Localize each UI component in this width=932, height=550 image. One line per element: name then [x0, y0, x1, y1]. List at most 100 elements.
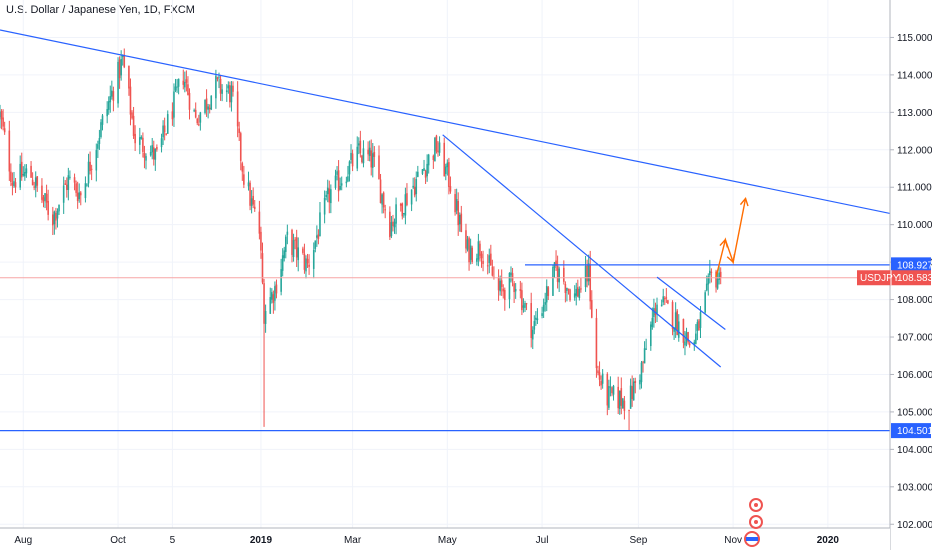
candle-body: [392, 221, 394, 226]
candle-body: [284, 236, 287, 252]
candle-body: [210, 95, 213, 110]
candle-body: [642, 361, 644, 363]
candle-body: [519, 289, 522, 291]
candle-body: [665, 297, 668, 299]
candle-body: [171, 111, 174, 120]
candle-body: [362, 148, 365, 164]
candle-body: [350, 152, 352, 160]
candle-body: [47, 200, 49, 215]
time-tick-label: 2019: [250, 535, 273, 546]
candle-body: [709, 270, 711, 276]
candle-body: [208, 107, 211, 110]
candle-body: [340, 183, 343, 186]
candle-body: [111, 90, 113, 97]
candle-body: [684, 341, 686, 346]
candle-body: [673, 327, 675, 332]
level-price-value: 104.501: [897, 426, 932, 437]
candle-body: [421, 169, 424, 174]
candle-body: [351, 153, 354, 167]
candle-body: [695, 333, 697, 344]
candle-body: [693, 341, 696, 346]
candle-body: [455, 199, 458, 211]
events-icon[interactable]: [744, 498, 763, 547]
candle-body: [573, 293, 576, 298]
candle-body: [710, 271, 713, 273]
candle-body: [707, 276, 710, 285]
candle-body: [253, 206, 256, 210]
candle-body: [67, 175, 70, 190]
candle-body: [280, 269, 282, 292]
candle-body: [302, 248, 304, 253]
candle-body: [261, 253, 264, 283]
candle-body: [162, 125, 164, 138]
candle-body: [225, 90, 228, 93]
candle-body: [34, 177, 37, 188]
candle-body: [3, 128, 6, 133]
time-axis[interactable]: Aug Oct 5 2019 Mar May Jul Sep Nov 2020: [0, 527, 890, 550]
candle-body: [229, 85, 231, 103]
trendline: [656, 276, 726, 331]
candle-body: [531, 329, 534, 340]
candle-body: [198, 124, 200, 126]
time-tick-label: Sep: [629, 535, 647, 546]
candle-body: [446, 162, 449, 168]
candle-body: [696, 322, 699, 331]
candle-body: [260, 231, 262, 251]
candle-body: [643, 348, 646, 364]
candle-body: [544, 302, 546, 305]
candle-body: [58, 204, 60, 212]
price-tick-label: 107.000: [897, 333, 932, 344]
candle-body: [458, 215, 461, 225]
price-tick-label: 105.000: [897, 407, 932, 418]
candle-body: [337, 170, 340, 192]
candle-body: [44, 193, 46, 201]
candle-body: [348, 161, 351, 175]
candle-body: [90, 168, 93, 170]
candle-body: [173, 91, 175, 118]
candle-body: [628, 409, 630, 411]
candle-body: [131, 112, 133, 119]
candle-body: [73, 177, 76, 183]
candle-body: [687, 332, 689, 343]
candle-body: [533, 321, 536, 330]
candle-body: [272, 294, 275, 303]
candle-body: [227, 85, 230, 89]
candles: [0, 48, 722, 431]
candle-body: [622, 398, 624, 409]
candle-body: [361, 155, 363, 163]
candle-body: [510, 272, 512, 276]
candle-body: [19, 163, 21, 188]
candle-body: [165, 133, 167, 135]
candle-body: [336, 171, 338, 175]
time-axis-bg: [0, 528, 890, 550]
candle-body: [393, 221, 396, 228]
candle-body: [205, 98, 208, 110]
time-tick-label: Jul: [536, 535, 549, 546]
candle-body: [238, 128, 240, 133]
candle-body: [406, 193, 408, 205]
candle-body: [41, 185, 43, 200]
candle-body: [163, 125, 166, 133]
candle-body: [645, 348, 647, 350]
time-tick-label: 5: [170, 535, 176, 546]
candle-body: [132, 115, 135, 136]
candle-body: [382, 192, 385, 208]
drawings: [0, 29, 891, 432]
candle-body: [650, 324, 652, 347]
time-tick-label: Aug: [14, 535, 32, 546]
candle-body: [221, 89, 223, 94]
candle-body: [466, 239, 469, 250]
candle-body: [45, 193, 48, 203]
candle-body: [65, 184, 68, 190]
last-price-badge: [857, 270, 931, 286]
candle-body: [381, 194, 383, 205]
candle-body: [78, 192, 81, 200]
candle-body: [11, 182, 14, 186]
candle-body: [525, 303, 528, 305]
candle-body: [508, 272, 511, 300]
candle-body: [89, 161, 91, 171]
candle-body: [25, 168, 28, 174]
candle-body: [677, 321, 680, 338]
candle-body: [595, 317, 598, 369]
